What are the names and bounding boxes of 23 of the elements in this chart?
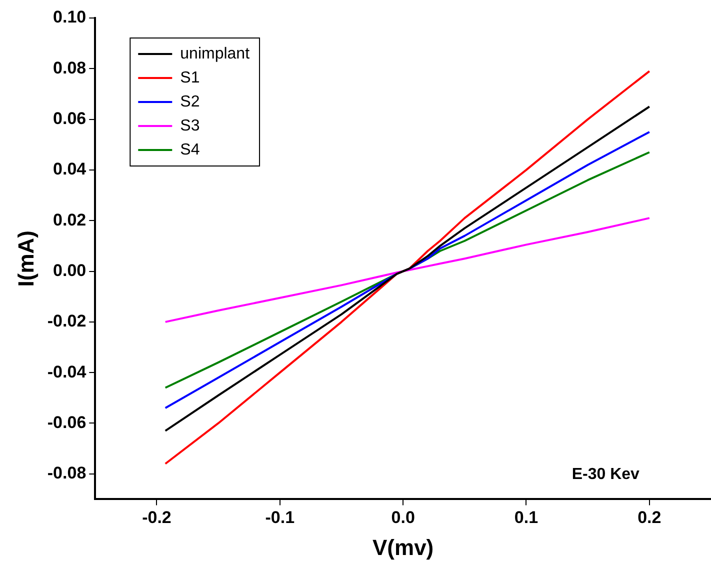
x-tick-label: -0.1 — [265, 508, 295, 528]
y-tick-label: 0.02 — [53, 210, 86, 230]
y-tick-label: 0.06 — [53, 108, 86, 128]
annotation: E-30 Kev — [572, 466, 640, 484]
y-axis-title: I(mA) — [13, 230, 38, 287]
y-tick-label: -0.08 — [47, 464, 86, 483]
legend-label: S1 — [180, 69, 200, 86]
y-tick-label: -0.04 — [47, 362, 87, 382]
legend-label: S3 — [180, 117, 200, 134]
y-tick-label: 0.00 — [53, 260, 86, 280]
y-tick-label: 0.08 — [53, 58, 86, 78]
x-tick-label: 0.0 — [391, 508, 415, 528]
legend-label: S4 — [180, 141, 200, 158]
x-tick-label: 0.2 — [638, 508, 662, 528]
x-axis-title: V(mv) — [372, 534, 434, 560]
legend-label: unimplant — [180, 45, 250, 62]
legend-label: S2 — [180, 93, 200, 110]
y-tick-label: 0.10 — [53, 8, 86, 27]
y-tick-label: -0.06 — [47, 412, 86, 432]
y-tick-label: 0.04 — [53, 160, 87, 179]
x-tick-label: 0.1 — [514, 508, 538, 528]
x-tick-label: -0.2 — [142, 508, 172, 528]
y-tick-label: -0.02 — [47, 312, 86, 331]
